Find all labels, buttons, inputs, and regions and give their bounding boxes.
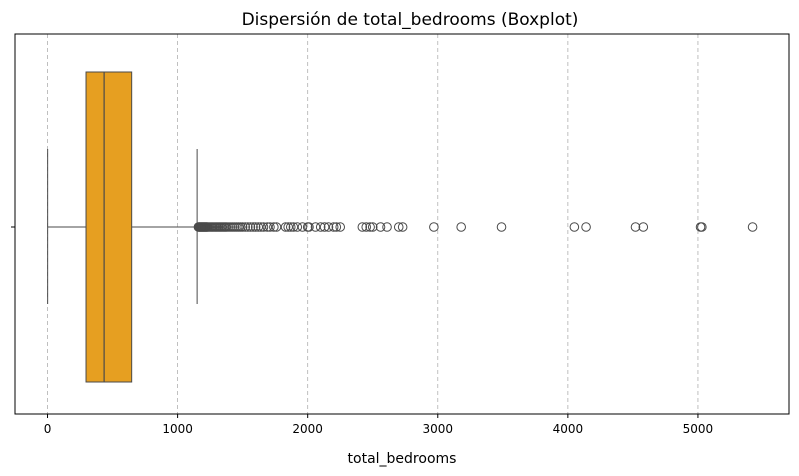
outlier-point <box>280 222 291 232</box>
outlier-point <box>292 222 303 232</box>
outlier-point <box>496 222 507 232</box>
outlier-point <box>288 222 299 232</box>
outlier-point <box>250 222 261 232</box>
outlier-point <box>367 222 378 232</box>
outlier-point <box>315 222 326 232</box>
outlier-point <box>253 222 264 232</box>
outlier-point <box>297 222 308 232</box>
outlier-point <box>240 222 251 232</box>
outlier-point <box>697 222 707 232</box>
x-tick-label: 1000 <box>162 422 193 436</box>
outlier-point <box>747 222 758 232</box>
outlier-point <box>323 222 334 232</box>
outlier-point <box>569 222 580 232</box>
outlier-point <box>304 222 314 232</box>
axes-frame <box>14 33 790 415</box>
iqr-box <box>85 71 133 383</box>
x-tick-label: 2000 <box>292 422 323 436</box>
outlier-point <box>361 222 372 232</box>
outlier-point <box>319 222 330 232</box>
outlier-point <box>365 222 375 232</box>
outlier-point <box>357 222 368 232</box>
grid-lines <box>47 34 699 414</box>
outlier-point <box>375 222 386 232</box>
outlier-point <box>456 222 466 232</box>
outlier-point <box>382 222 392 232</box>
outlier-point <box>581 222 591 232</box>
outlier-point <box>638 222 649 232</box>
outlier-point <box>258 222 269 232</box>
outlier-point <box>429 222 439 232</box>
outlier-point <box>245 222 256 232</box>
outlier-point <box>262 222 273 232</box>
outlier-point <box>335 222 346 232</box>
outlier-point <box>285 222 296 232</box>
outlier-point <box>331 222 342 232</box>
outlier-point <box>243 222 253 232</box>
x-tick-label: 3000 <box>422 422 453 436</box>
x-axis-ticks: 0 1000 2000 3000 4000 5000 <box>44 414 714 436</box>
outlier-point <box>265 222 275 232</box>
outlier-point <box>269 222 279 232</box>
outlier-point <box>397 222 408 232</box>
outlier-point <box>256 222 266 232</box>
x-tick-label: 0 <box>44 422 52 436</box>
outlier-point <box>248 222 258 232</box>
outlier-point <box>237 222 248 232</box>
plot-area <box>47 71 758 383</box>
x-axis-label: total_bedrooms <box>348 451 457 467</box>
outlier-point <box>393 222 404 232</box>
chart-title: Dispersión de total_bedrooms (Boxplot) <box>242 10 579 30</box>
outlier-point <box>328 222 339 232</box>
outlier-point <box>283 222 293 232</box>
x-tick-label: 5000 <box>683 422 714 436</box>
outlier-point <box>630 222 641 232</box>
x-tick-label: 4000 <box>553 422 584 436</box>
outlier-point <box>271 222 282 232</box>
outlier-point <box>310 222 321 232</box>
